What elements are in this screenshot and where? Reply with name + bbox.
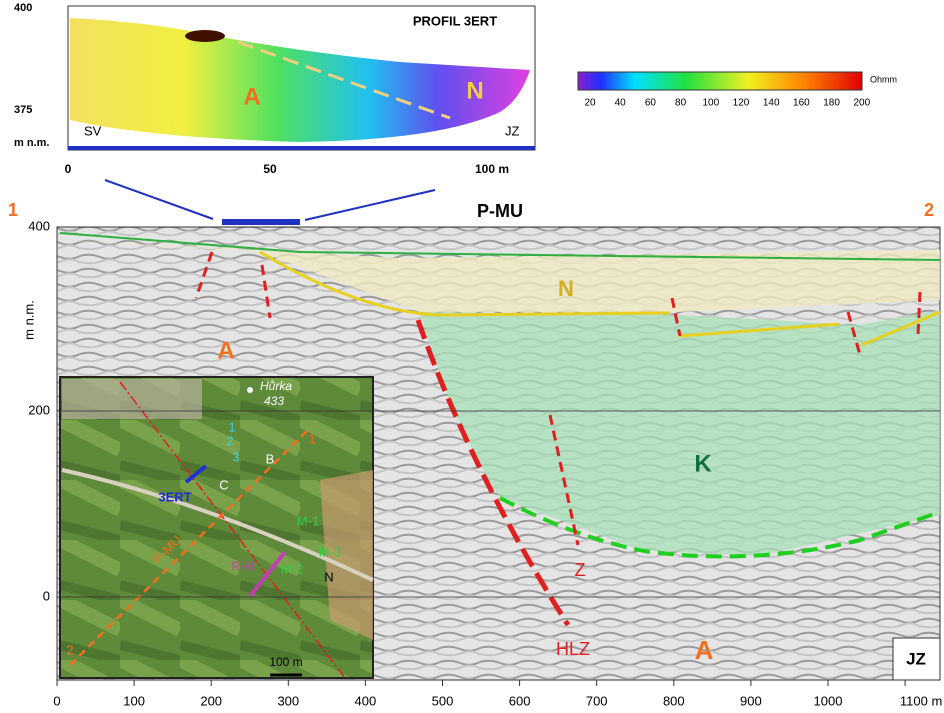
- x-tick-label: 200: [200, 693, 222, 708]
- x-tick-label: 900: [740, 693, 762, 708]
- colorbar-tick-label: 140: [763, 98, 780, 109]
- y-tick-label: 0: [43, 588, 50, 603]
- fault-hlz: [415, 319, 571, 627]
- map-label: 1: [228, 419, 235, 434]
- colorbar-tick-label: 200: [853, 98, 870, 109]
- x-tick-label: 400: [355, 693, 377, 708]
- corner-label: JZ: [906, 649, 926, 668]
- hill-point: [247, 387, 253, 393]
- profile-end: 2: [924, 200, 934, 220]
- unit-label: K: [694, 450, 712, 477]
- ert-boundary: [237, 40, 451, 120]
- line-pmu: [119, 381, 346, 679]
- line-rh: [248, 550, 287, 598]
- colorbar-tick-label: 60: [645, 98, 657, 109]
- x-tick-label: 300: [277, 693, 299, 708]
- x-tick-label: 800: [663, 693, 685, 708]
- map-label: M-3: [319, 544, 341, 559]
- map-label: 2: [66, 642, 73, 657]
- ert-zone: N: [466, 77, 483, 104]
- map-label: 1: [308, 431, 315, 446]
- colorbar-tick-label: 20: [584, 98, 596, 109]
- surface: [59, 232, 941, 261]
- line-1-2: [69, 427, 311, 666]
- fault-label: HLZ: [556, 639, 590, 659]
- fault: [194, 251, 922, 356]
- unit-label: A: [695, 635, 714, 665]
- unit-label: A: [217, 337, 234, 364]
- ert-side: JZ: [505, 123, 520, 138]
- map-label: R-H: [231, 558, 254, 573]
- colorbar-scale: [577, 71, 863, 91]
- corner-box: [892, 637, 941, 681]
- line-3ert: [184, 464, 208, 484]
- ert-x-label: 0: [65, 162, 72, 176]
- map-label: C: [219, 477, 228, 492]
- map-label: B: [266, 451, 275, 466]
- scale-label: 100 m: [269, 655, 302, 669]
- colorbar: Ohmm: [577, 71, 897, 91]
- map-label: 2: [226, 433, 233, 448]
- map-label: 3ERT: [158, 489, 191, 504]
- x-tick-label: 500: [432, 693, 454, 708]
- base-k: [499, 496, 941, 559]
- map-label: M-2: [281, 561, 303, 576]
- x-tick-label: 100: [123, 693, 145, 708]
- ert-side: SV: [84, 123, 102, 138]
- fault-z: [548, 414, 580, 546]
- colorbar-tick-label: 180: [823, 98, 840, 109]
- base-n: [259, 250, 941, 347]
- hill-elevation: 433: [264, 394, 284, 408]
- village: [320, 470, 373, 640]
- ert-section: [70, 18, 530, 142]
- arrow: [304, 189, 436, 221]
- map-frame: [59, 376, 374, 679]
- colorbar-tick-label: 40: [615, 98, 627, 109]
- x-tick-label: 0: [53, 693, 60, 708]
- y-tick-label: 400: [28, 218, 50, 233]
- ert-title: PROFIL 3ERT: [413, 13, 497, 28]
- x-tick-label: 1000: [814, 693, 843, 708]
- profile-title: P-MU: [477, 201, 523, 221]
- ert-panel: PROFIL 3ERT 400 375 m n.m. 0 50 100 m SV…: [14, 2, 536, 176]
- connector: [104, 179, 436, 225]
- ert-y-label: m n.m.: [14, 137, 49, 149]
- colorbar-tick-label: 100: [702, 98, 719, 109]
- unit-k: [420, 310, 940, 556]
- map-label: 3: [232, 449, 239, 464]
- hill-name: Hůrka: [260, 379, 292, 393]
- ert-zone: A: [243, 83, 260, 110]
- inset-map: Hůrka 433 100 m: [59, 376, 374, 679]
- unit-label: N: [558, 276, 574, 301]
- ert-y-label: 400: [14, 2, 32, 14]
- colorbar-tick-label: 80: [675, 98, 687, 109]
- ert-y-label: 375: [14, 104, 32, 116]
- ert-x-label: 100 m: [475, 162, 509, 176]
- profile-end: 1: [8, 200, 18, 220]
- colorbar-tick-label: 160: [793, 98, 810, 109]
- map-label: N: [324, 569, 333, 584]
- x-tick-label: 600: [509, 693, 531, 708]
- x-tick-label: 700: [586, 693, 608, 708]
- ert-anomaly: [185, 30, 225, 42]
- fault-label: Z: [575, 560, 586, 580]
- road: [61, 468, 374, 582]
- arrow: [104, 179, 214, 220]
- colorbar-tick-label: 120: [733, 98, 750, 109]
- map-label: M-1: [297, 513, 319, 528]
- y-axis-label: m n.m.: [21, 300, 36, 340]
- y-tick-label: 200: [28, 402, 50, 417]
- x-tick-label: 1100 m: [900, 693, 942, 708]
- colorbar-unit: Ohmm: [870, 74, 897, 84]
- ert-x-label: 50: [263, 162, 277, 176]
